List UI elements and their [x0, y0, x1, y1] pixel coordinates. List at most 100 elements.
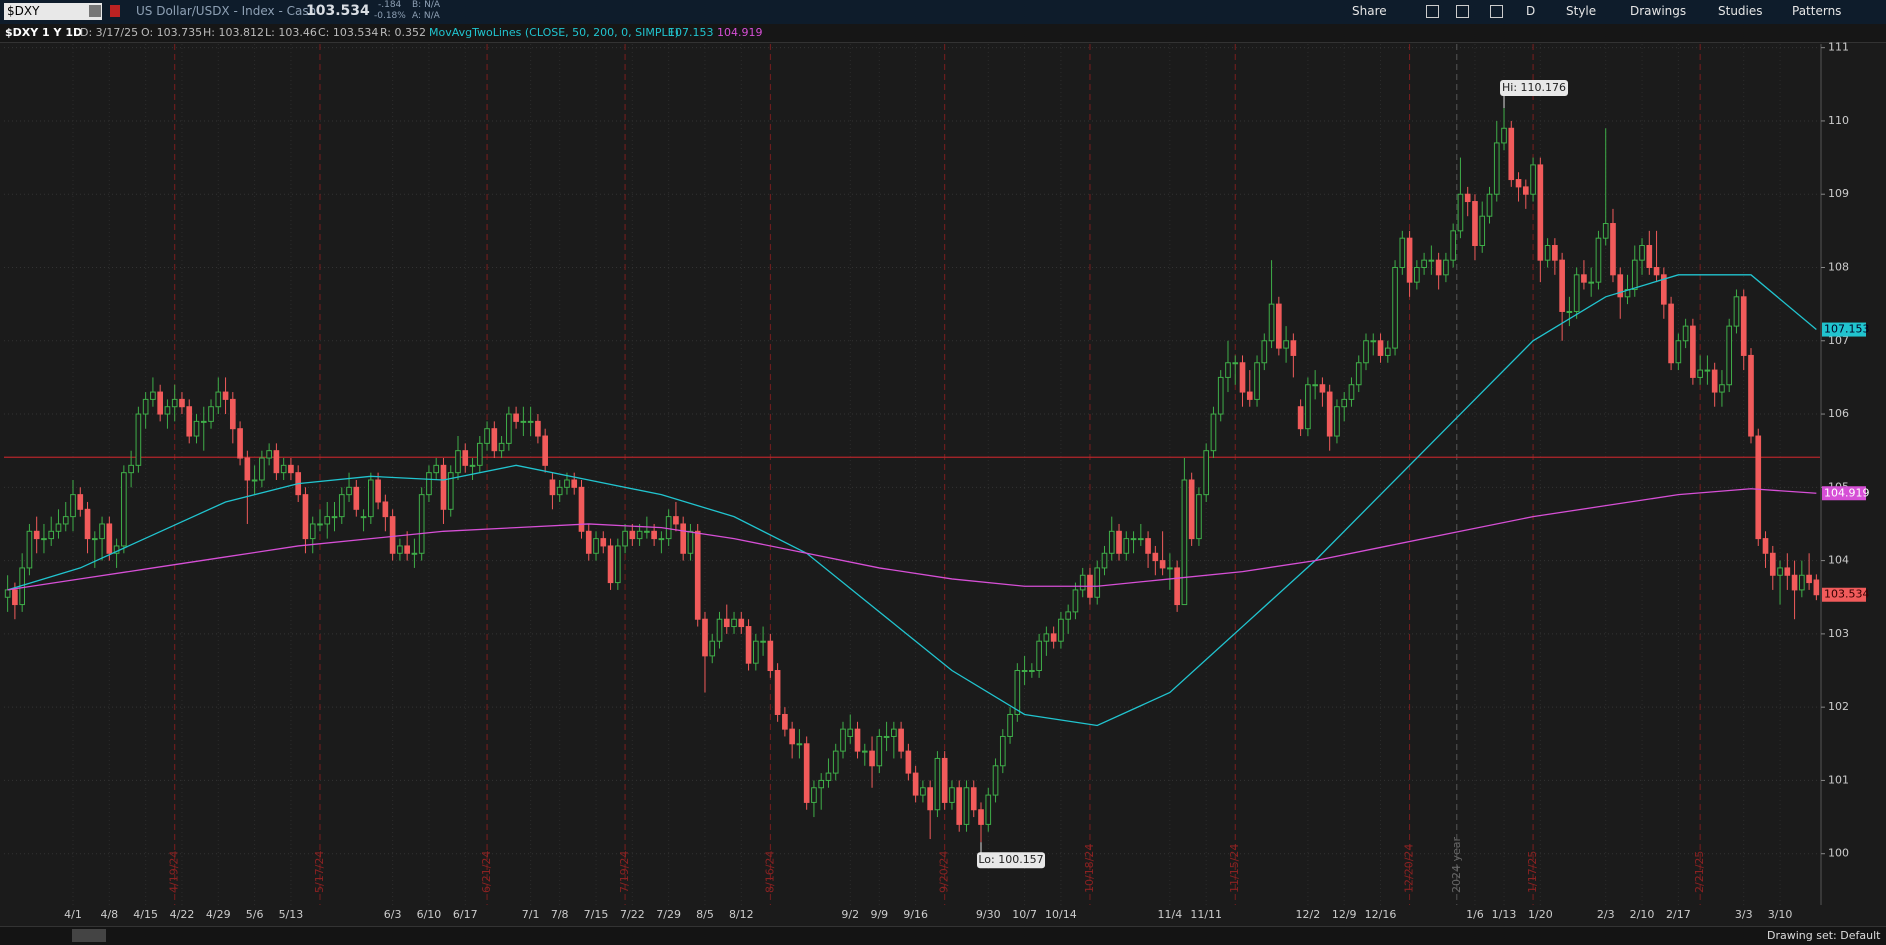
candle-body	[4, 589, 11, 598]
candle-body	[1682, 325, 1689, 342]
x-tick-label: 7/29	[656, 908, 681, 921]
candle-body	[1777, 567, 1783, 576]
candle-body	[1341, 398, 1348, 408]
x-tick-label: 10/14	[1045, 908, 1077, 921]
toolbar-icon[interactable]	[1490, 5, 1503, 18]
link-icon[interactable]	[110, 5, 120, 17]
candle-body	[266, 450, 272, 459]
candle-body	[527, 420, 534, 423]
y-tick-label: 101	[1828, 773, 1849, 786]
candle-body	[832, 750, 839, 774]
symbol-input[interactable]: $DXY	[4, 3, 102, 20]
candle-body	[1276, 303, 1282, 349]
toolbar-button[interactable]: Share	[1352, 4, 1387, 18]
candle-body	[338, 494, 345, 518]
candle-body	[1268, 303, 1275, 342]
toolbar-button[interactable]: D	[1526, 4, 1536, 18]
candle-body	[1740, 296, 1747, 356]
x-tick-label: 12/9	[1332, 908, 1357, 921]
toolbar-icon[interactable]	[1426, 5, 1439, 18]
collapse-button[interactable]	[72, 929, 106, 942]
x-tick-label: 10/7	[1012, 908, 1037, 921]
candle-body	[709, 640, 716, 657]
candle-body	[571, 479, 578, 488]
drawing-set[interactable]: Drawing set: Default	[1767, 929, 1881, 942]
candle-body	[564, 479, 570, 488]
toolbar-icon[interactable]	[1456, 5, 1469, 18]
candle-body	[745, 626, 752, 664]
candle-body	[41, 538, 47, 541]
x-tick-label: 1/13	[1492, 908, 1517, 921]
candle-body	[1602, 223, 1609, 239]
chart-name: $DXY 1 Y 1D	[5, 26, 83, 39]
candle-body	[288, 464, 294, 474]
candle-body	[469, 464, 476, 467]
toolbar-button[interactable]: Style	[1566, 4, 1597, 18]
toolbar-button[interactable]: Studies	[1718, 4, 1763, 18]
candle-body	[1450, 230, 1456, 261]
dropdown[interactable]	[89, 5, 101, 17]
candle-body	[1421, 259, 1427, 268]
candle-body	[782, 713, 788, 730]
candle-body	[1370, 340, 1377, 343]
candle-body	[1123, 538, 1130, 554]
candle-body	[1799, 574, 1805, 591]
candle-body	[397, 545, 403, 554]
x-tick-label: 7/22	[620, 908, 645, 921]
candle-body	[229, 398, 236, 430]
candle-body	[941, 757, 948, 803]
bid: B: N/A	[412, 0, 440, 10]
candle-body	[927, 787, 933, 811]
x-tick-label: 9/30	[976, 908, 1001, 921]
y-tick-label: 111	[1828, 42, 1849, 54]
candle-body	[1014, 670, 1021, 715]
candle-body	[1065, 611, 1072, 620]
candle-body	[280, 464, 287, 474]
candle-body	[1595, 237, 1602, 283]
x-tick-label: 2/3	[1597, 908, 1615, 921]
candle-body	[905, 750, 912, 774]
y-tick-label: 102	[1828, 700, 1849, 713]
info-close: C: 103.534	[318, 26, 379, 39]
candle-body	[716, 618, 723, 642]
candle-body	[1624, 288, 1631, 298]
candle-body	[491, 428, 498, 452]
candle-body	[346, 486, 352, 496]
candle-body	[956, 787, 963, 825]
candle-body	[426, 472, 432, 496]
toolbar-button[interactable]: Drawings	[1630, 4, 1687, 18]
y-tick-label: 109	[1828, 187, 1849, 200]
candle-body	[789, 728, 795, 745]
toolbar-button[interactable]: Patterns	[1792, 4, 1842, 18]
candle-body	[680, 523, 687, 554]
candle-body	[331, 516, 338, 519]
expiration-label: 11/15/24	[1228, 844, 1241, 893]
x-tick-label: 12/16	[1365, 908, 1397, 921]
candle-body	[883, 735, 890, 738]
candle-body	[1726, 325, 1733, 386]
expiration-label: 12/20/24	[1403, 844, 1416, 893]
moving-average	[7, 274, 1817, 727]
expiration-label: 9/20/24	[938, 851, 951, 893]
candle-body	[273, 450, 280, 474]
candle-body	[1748, 354, 1754, 437]
candle-body	[651, 530, 657, 540]
x-tick-label: 9/2	[841, 908, 859, 921]
candle-body	[91, 538, 98, 541]
candle-body	[513, 413, 519, 422]
candle-body	[179, 398, 185, 408]
candle-body	[26, 530, 33, 569]
candle-body	[694, 530, 701, 620]
x-tick-label: 3/3	[1735, 908, 1753, 921]
candle-body	[1704, 369, 1711, 372]
candle-body	[1566, 310, 1573, 313]
candle-body	[578, 486, 585, 532]
candle-body	[157, 391, 164, 415]
candle-body	[1631, 259, 1638, 290]
candle-body	[1021, 670, 1028, 673]
candle-body	[1029, 670, 1035, 673]
price-tag	[1822, 486, 1866, 501]
candle-body	[62, 516, 69, 525]
candle-body	[1414, 266, 1420, 283]
candle-body	[912, 772, 919, 796]
